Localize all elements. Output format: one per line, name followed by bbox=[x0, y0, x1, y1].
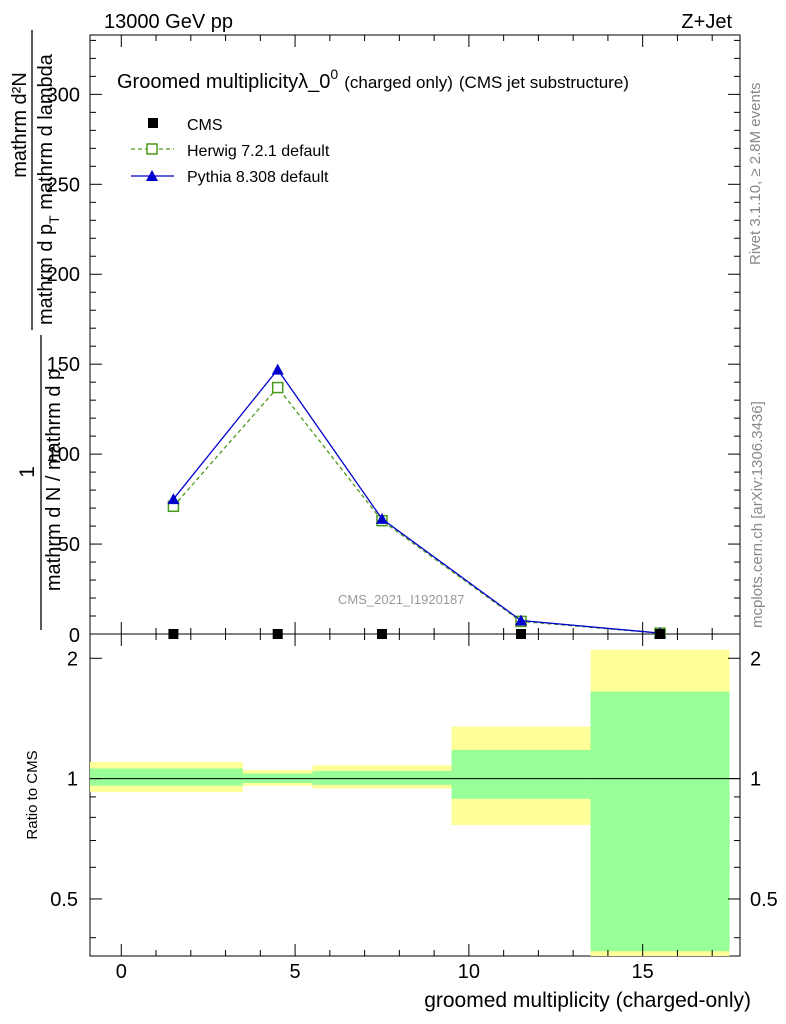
legend-label-pythia: Pythia 8.308 default bbox=[187, 169, 329, 186]
ratio-y-tick-labels-right: 0.5 1 2 bbox=[750, 648, 778, 911]
main-axis-ticks bbox=[90, 39, 740, 635]
rivet-version-label: Rivet 3.1.10, ≥ 2.8M events bbox=[747, 83, 764, 266]
ylabel-prefactor: 1 bbox=[16, 466, 39, 478]
title-note-cms: (CMS jet substructure) bbox=[459, 73, 629, 92]
x-axis-ticks bbox=[120, 35, 713, 956]
series-layer bbox=[167, 363, 667, 639]
title-note-charged: (charged only) bbox=[344, 73, 453, 92]
analysis-watermark: CMS_2021_I1920187 bbox=[338, 592, 465, 607]
data-point-cms bbox=[516, 629, 527, 639]
data-point-pythia bbox=[271, 363, 284, 375]
ratio-y-tick-labels-left: 0.5 1 2 bbox=[50, 648, 78, 911]
x-tick-label: 15 bbox=[632, 961, 654, 983]
ratio-plot-frame bbox=[89, 633, 741, 957]
data-point-cms bbox=[272, 629, 283, 639]
main-y-tick-label: 200 bbox=[47, 264, 80, 286]
title-text: Groomed multiplicity bbox=[117, 71, 298, 93]
legend-marker-cms bbox=[148, 118, 158, 128]
ratio-band-stat bbox=[312, 770, 452, 785]
x-tick-labels: 0 5 10 15 bbox=[116, 961, 654, 983]
ylabel-numerator: mathrm d²N bbox=[9, 72, 31, 178]
title-superscript: 0 bbox=[330, 66, 338, 82]
mcplots-reference-label: mcplots.cern.ch [arXiv:1306.3436] bbox=[749, 401, 766, 628]
ratio-band-stat bbox=[90, 768, 243, 786]
data-point-herwig bbox=[271, 381, 284, 394]
legend-label-herwig: Herwig 7.2.1 default bbox=[187, 143, 330, 160]
main-y-tick-labels: 50 100 150 200 250 300 bbox=[47, 84, 80, 556]
series-line-herwig bbox=[172, 386, 661, 634]
data-point-pythia bbox=[375, 512, 388, 524]
main-y-tick-label: 100 bbox=[47, 444, 80, 466]
ratio-bands bbox=[90, 649, 730, 956]
ratio-y-tick-label-right: 2 bbox=[750, 648, 761, 670]
ratio-axis-ticks bbox=[90, 657, 740, 939]
header-left-label: 13000 GeV pp bbox=[104, 11, 233, 33]
main-y-tick-label: 50 bbox=[58, 534, 80, 556]
ylabel-denominator: mathrm d pT mathrm d lambda bbox=[35, 53, 62, 325]
legend: CMS Herwig 7.2.1 default Pythia 8.308 de… bbox=[131, 117, 330, 186]
ratio-ylabel: Ratio to CMS bbox=[24, 750, 41, 839]
ratio-y-tick-label-left: 1 bbox=[67, 769, 78, 791]
main-y-tick-label: 150 bbox=[47, 354, 80, 376]
main-y-tick-zero: 0 bbox=[69, 625, 80, 647]
main-y-tick-label: 250 bbox=[47, 174, 80, 196]
data-point-cms bbox=[655, 629, 666, 639]
title-symbol: λ_0 bbox=[298, 71, 330, 93]
ratio-y-tick-label-right: 0.5 bbox=[750, 889, 778, 911]
data-point-pythia bbox=[515, 614, 528, 626]
main-title: Groomed multiplicityλ_00 (charged only) (C… bbox=[117, 66, 629, 93]
legend-marker-pythia bbox=[146, 170, 158, 181]
legend-marker-herwig bbox=[146, 143, 158, 155]
header-right-label: Z+Jet bbox=[681, 11, 732, 33]
main-ylabel: 1 mathrm d N / mathrm d p mathrm d²N mat… bbox=[9, 30, 65, 630]
ratio-y-tick-label-right: 1 bbox=[750, 769, 761, 791]
ratio-y-tick-label-left: 0.5 bbox=[50, 889, 78, 911]
legend-label-cms: CMS bbox=[187, 117, 223, 134]
x-tick-label: 0 bbox=[116, 961, 127, 983]
data-point-cms bbox=[168, 629, 179, 639]
ratio-band-stat bbox=[451, 749, 591, 799]
ratio-band-stat bbox=[590, 691, 730, 952]
x-tick-label: 10 bbox=[458, 961, 480, 983]
main-y-tick-label: 300 bbox=[47, 84, 80, 106]
x-axis-label: groomed multiplicity (charged-only) bbox=[424, 989, 751, 1012]
data-point-cms bbox=[376, 629, 387, 639]
data-point-pythia bbox=[167, 493, 180, 505]
ylabel-normalisation: mathrm d N / mathrm d p bbox=[43, 369, 65, 591]
ratio-y-tick-label-left: 2 bbox=[67, 648, 78, 670]
x-tick-label: 5 bbox=[290, 961, 301, 983]
